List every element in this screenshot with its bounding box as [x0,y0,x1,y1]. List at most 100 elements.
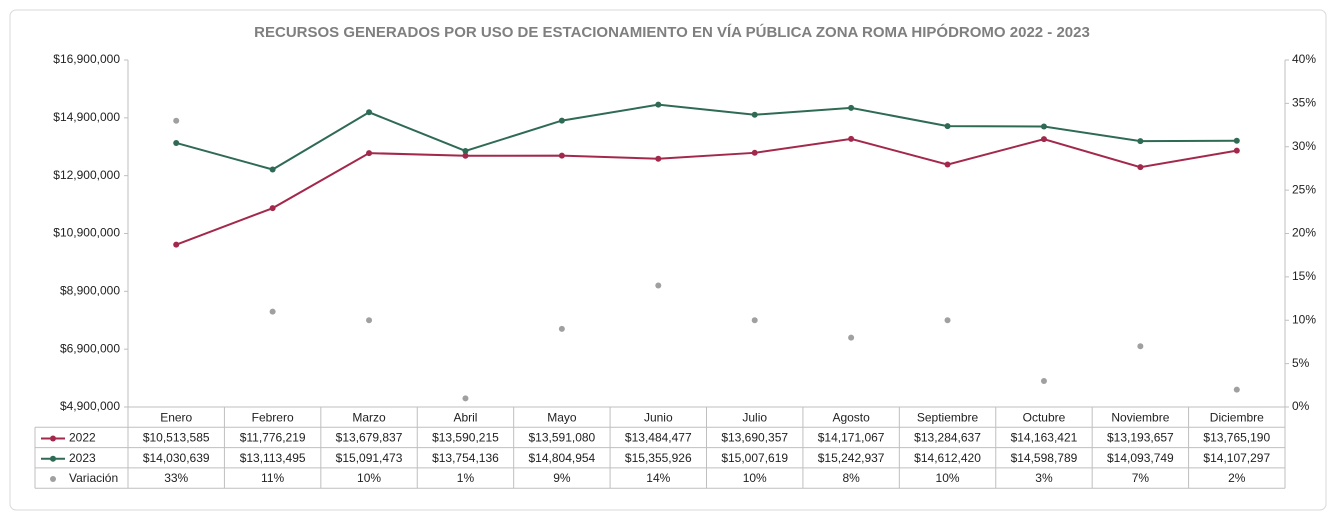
y2-tick-label: 30% [1292,139,1316,153]
chart-frame [9,9,1327,511]
table-cell: $11,776,219 [240,431,306,445]
table-cell: $15,242,937 [818,451,885,465]
point [1137,164,1144,171]
table-cell: 14% [646,471,670,485]
point [655,155,662,162]
table-cell: $13,754,136 [432,451,499,465]
point [1233,137,1240,144]
point [944,317,951,324]
point [1233,147,1240,154]
table-cell: 10% [357,471,381,485]
y2-tick-label: 40% [1292,52,1316,66]
point [1040,136,1047,143]
y-tick-label: $8,900,000 [60,284,120,298]
x-tick-label: Junio [644,410,673,424]
table-cell: $14,598,789 [1011,451,1078,465]
x-tick-label: Diciembre [1210,410,1264,424]
point [1137,343,1144,350]
table-cell: $14,107,297 [1203,451,1270,465]
table-cell: $13,590,215 [432,431,499,445]
y-tick-label: $16,900,000 [53,52,120,66]
table-cell: $13,591,080 [529,431,596,445]
point [848,135,855,142]
y2-tick-label: 10% [1292,312,1316,326]
x-tick-label: Enero [160,410,192,424]
point [944,161,951,168]
table-cell: $15,355,926 [625,451,692,465]
legend-marker [50,455,56,462]
legend-marker [50,476,56,483]
point [173,241,180,248]
legend-marker [50,435,56,442]
table-cell: $10,513,585 [143,431,210,445]
y2-tick-label: 0% [1292,399,1310,413]
chart-title: RECURSOS GENERADOS POR USO DE ESTACIONAM… [254,23,1090,41]
point [751,149,758,156]
y2-tick-label: 35% [1292,96,1316,110]
point [558,152,565,159]
x-tick-label: Febrero [252,410,294,424]
point [848,104,855,111]
table-cell: $13,484,477 [625,431,692,445]
point [366,317,373,324]
table-cell: $13,113,495 [240,451,306,465]
table-cell: $14,804,954 [529,451,596,465]
table-cell: $14,030,639 [143,451,210,465]
x-tick-label: Mayo [547,410,577,424]
legend-label: Variación [69,471,118,485]
point [848,334,855,341]
table-cell: $13,679,837 [336,431,403,445]
y-tick-label: $12,900,000 [53,168,120,182]
table-cell: $15,007,619 [721,451,788,465]
point [462,395,469,402]
x-tick-label: Agosto [832,410,870,424]
y-tick-label: $6,900,000 [60,341,120,355]
legend-label: 2023 [69,451,96,465]
table-cell: $13,765,190 [1203,431,1270,445]
table-cell: 33% [164,471,188,485]
y-tick-label: $14,900,000 [53,110,120,124]
table-cell: $14,171,067 [818,431,885,445]
table-cell: 8% [842,471,860,485]
table-cell: 3% [1035,471,1053,485]
point [1040,377,1047,384]
point [1233,386,1240,393]
point [366,109,373,116]
legend-label: 2022 [69,431,96,445]
table-cell: 11% [261,471,284,485]
table-cell: 2% [1228,471,1246,485]
point [462,152,469,159]
table-cell: $13,193,657 [1107,431,1174,445]
x-tick-label: Abril [453,410,477,424]
point [655,282,662,289]
x-tick-label: Julio [742,410,767,424]
point [944,123,951,130]
table-cell: $13,284,637 [914,431,981,445]
point [173,139,180,146]
y2-tick-label: 25% [1292,182,1316,196]
point [655,101,662,108]
table-cell: 1% [457,471,475,485]
point [462,147,469,154]
point [269,308,276,315]
x-tick-label: Septiembre [917,410,979,424]
table-cell: $14,163,421 [1011,431,1078,445]
y-tick-label: $4,900,000 [60,399,120,413]
point [558,117,565,124]
table-cell: 7% [1132,471,1150,485]
y-tick-label: $10,900,000 [53,226,120,240]
point [269,205,276,212]
y2-tick-label: 5% [1292,356,1310,370]
series-line [175,137,1237,246]
point [269,166,276,173]
table-cell: 9% [553,471,571,485]
x-tick-label: Noviembre [1111,410,1169,424]
x-tick-label: Marzo [352,410,386,424]
point [558,325,565,332]
point [1137,138,1144,145]
y2-tick-label: 15% [1292,269,1316,283]
series-line [175,103,1237,171]
table-cell: $15,091,473 [336,451,403,465]
point [751,317,758,324]
